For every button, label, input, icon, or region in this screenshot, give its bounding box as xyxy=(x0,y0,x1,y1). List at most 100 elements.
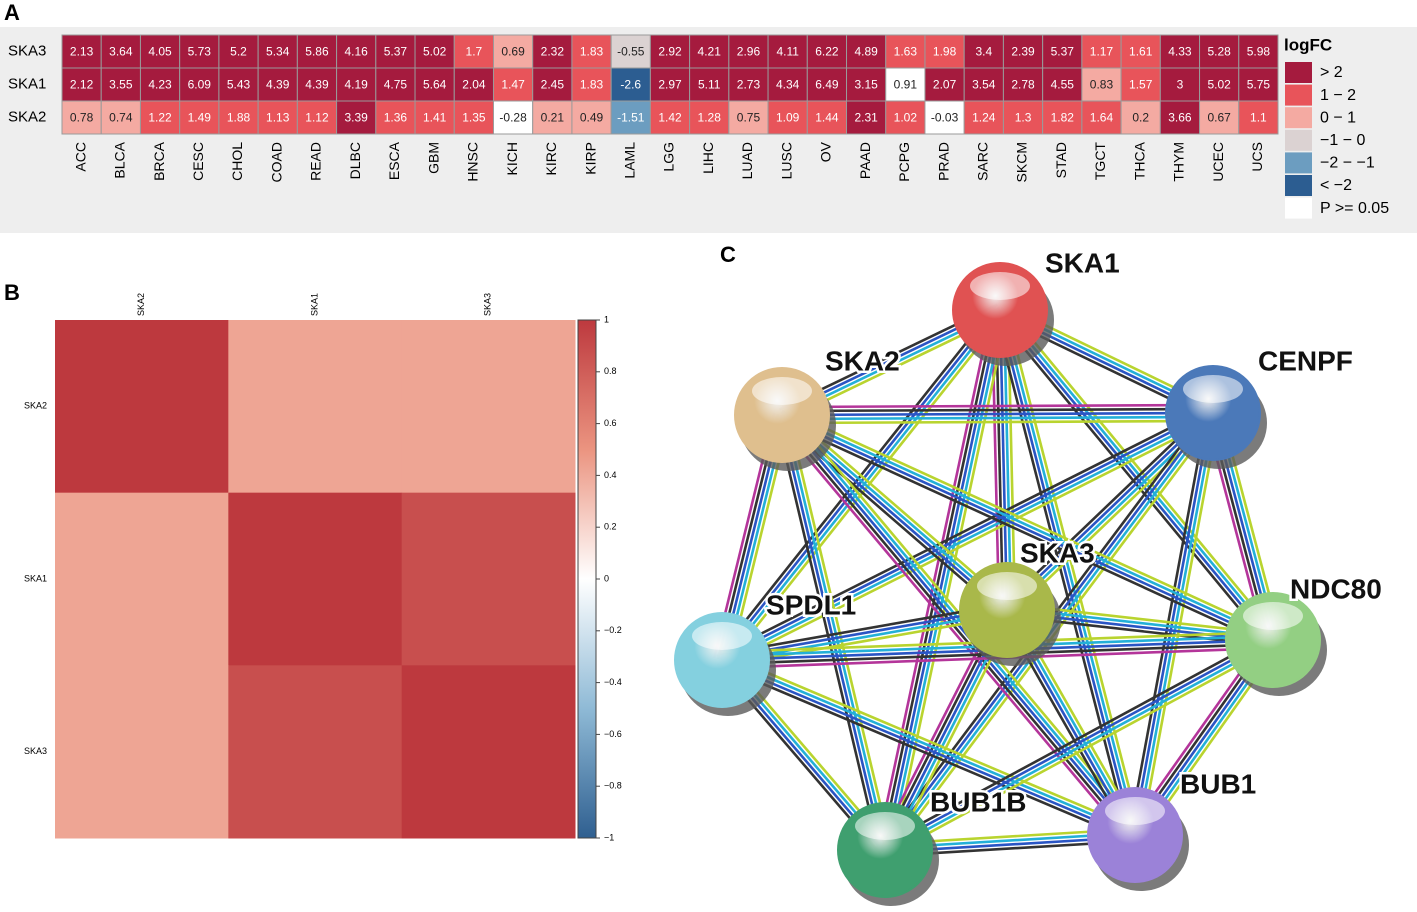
network-edge xyxy=(992,311,1131,837)
legend-label: < −2 xyxy=(1320,177,1352,194)
heatmap-cell xyxy=(806,100,848,135)
heatmap-cell xyxy=(649,100,691,135)
heatmap-cell xyxy=(336,100,377,135)
network-edge xyxy=(875,308,994,849)
heatmap-cell xyxy=(218,34,259,69)
cell-value: 1.98 xyxy=(933,45,957,59)
cell-value: 1.41 xyxy=(423,111,447,125)
heatmap-cell xyxy=(728,34,769,69)
heatmap-cell xyxy=(218,100,259,135)
network-edge xyxy=(777,416,1133,839)
cell-value: 0.74 xyxy=(109,111,133,125)
heatmap-cell xyxy=(375,67,416,102)
heatmap-cell xyxy=(296,100,338,135)
heatmap-cell xyxy=(610,34,651,69)
cell-value: 1.1 xyxy=(1250,111,1267,125)
heatmap-cell xyxy=(1238,34,1279,69)
heatmap-cell xyxy=(1120,34,1161,69)
column-label: BRCA xyxy=(151,141,167,181)
cell-value: 1.63 xyxy=(894,45,918,59)
column-label: STAD xyxy=(1053,142,1069,178)
cell-value: 2.78 xyxy=(1011,78,1035,92)
cell-value: 4.05 xyxy=(148,45,172,59)
heatmap-cell xyxy=(401,665,576,839)
cell-value: 1.09 xyxy=(776,111,800,125)
cell-value: -0.55 xyxy=(617,45,645,59)
node-label: BUB1 xyxy=(1180,768,1256,799)
cell-value: 3 xyxy=(1177,78,1184,92)
network-edge xyxy=(720,660,1135,839)
heatmap-cell xyxy=(414,34,455,69)
column-label: SARC xyxy=(975,142,991,181)
heatmap-cell xyxy=(767,67,808,102)
cell-value: 4.11 xyxy=(776,45,799,59)
column-label: SKA3 xyxy=(483,293,493,316)
colorbar-tick-label: 0.4 xyxy=(604,470,617,480)
cell-value: 2.97 xyxy=(658,78,682,92)
network-edge xyxy=(782,412,1275,640)
cell-value: 0.21 xyxy=(541,111,565,125)
cell-value: 2.92 xyxy=(658,45,682,59)
network-edge xyxy=(778,415,885,851)
heatmap-cell xyxy=(61,100,102,135)
heatmap-cell xyxy=(1238,67,1279,102)
heatmap-cell xyxy=(610,100,651,135)
legend-swatch xyxy=(1285,197,1312,219)
network-edge xyxy=(783,408,1277,636)
column-label: LUSC xyxy=(778,142,794,179)
column-label: KIRP xyxy=(582,142,598,175)
cell-value: 6.49 xyxy=(815,78,839,92)
node-label: CENPF xyxy=(1258,345,1353,376)
column-label: READ xyxy=(308,142,324,181)
column-label: LAML xyxy=(621,142,637,179)
node-shine xyxy=(1243,602,1303,630)
cell-value: 2.04 xyxy=(462,78,486,92)
cell-value: -0.28 xyxy=(499,111,527,125)
heatmap-cell xyxy=(453,67,494,102)
heatmap-cell xyxy=(296,34,338,69)
column-label: THYM xyxy=(1171,142,1187,182)
heatmap-cell xyxy=(401,320,576,494)
network-edge xyxy=(887,310,1006,852)
column-label: KICH xyxy=(504,142,520,175)
column-label: KIRC xyxy=(543,142,559,175)
column-label: COAD xyxy=(268,142,284,182)
heatmap-cell xyxy=(55,665,229,839)
network-edge xyxy=(781,407,1213,413)
column-label: CESC xyxy=(190,142,206,181)
heatmap-cell xyxy=(492,100,534,135)
row-label: SKA1 xyxy=(8,75,46,92)
cell-value: 5.73 xyxy=(188,45,212,59)
column-label: DLBC xyxy=(347,142,363,179)
network-edge xyxy=(1139,413,1221,837)
column-label: OV xyxy=(818,141,834,162)
node-shine xyxy=(970,272,1030,300)
cell-value: 4.33 xyxy=(1168,45,1192,59)
node-shine xyxy=(752,377,812,405)
heatmap-cell xyxy=(1042,67,1083,102)
cell-value: 5.02 xyxy=(1207,78,1231,92)
cell-value: 4.75 xyxy=(384,78,408,92)
cell-value: 2.32 xyxy=(541,45,565,59)
heatmap-cell xyxy=(492,34,534,69)
cell-value: 2.31 xyxy=(854,111,878,125)
column-label: CHOL xyxy=(229,142,245,181)
heatmap-cell xyxy=(139,34,181,69)
heatmap-cell xyxy=(100,67,141,102)
cell-value: 1.28 xyxy=(698,111,722,125)
cell-value: -2.6 xyxy=(620,78,641,92)
cell-value: 1.12 xyxy=(305,111,329,125)
cell-value: 1.83 xyxy=(580,78,604,92)
cell-value: 1.42 xyxy=(658,111,682,125)
cell-value: 1.36 xyxy=(384,111,408,125)
cell-value: 3.66 xyxy=(1168,111,1192,125)
heatmap-cell xyxy=(375,34,416,69)
cell-value: 1.35 xyxy=(462,111,486,125)
network-edge xyxy=(722,656,1137,835)
cell-value: 5.02 xyxy=(423,45,447,59)
legend-title: logFC xyxy=(1284,35,1332,54)
colorbar-tick-label: −0.8 xyxy=(604,781,622,791)
row-label: SKA1 xyxy=(24,573,47,583)
legend-swatch xyxy=(1285,62,1312,83)
